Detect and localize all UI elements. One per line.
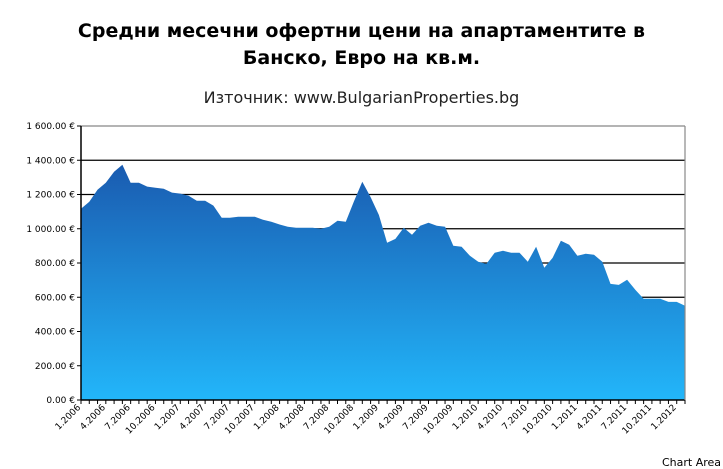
x-tick-label: 1.2006 bbox=[54, 403, 84, 433]
price-area-series bbox=[81, 164, 685, 400]
y-tick-label: 400.00 € bbox=[35, 328, 75, 338]
y-tick-label: 0.00 € bbox=[46, 396, 75, 406]
x-tick-label: 4.2006 bbox=[79, 403, 109, 433]
y-tick-label: 600.00 € bbox=[35, 293, 75, 303]
x-axis-ticks: 1.20064.20067.200610.20061.20074.20077.2… bbox=[54, 400, 686, 436]
x-tick-label: 4.2010 bbox=[476, 403, 506, 433]
x-tick-label: 1.2007 bbox=[153, 403, 182, 432]
y-axis-ticks: 0.00 € 200.00 € 400.00 € 600.00 € 800.00 € 1 … bbox=[26, 122, 81, 406]
x-tick-label: 1.2008 bbox=[252, 403, 282, 433]
chart-title-line-1: Средни месечни офертни цени на апартамен… bbox=[77, 20, 646, 42]
y-tick-label: 1 200.00 € bbox=[26, 191, 75, 201]
x-tick-label: 4.2009 bbox=[376, 403, 406, 433]
x-tick-label: 1.2011 bbox=[550, 403, 579, 432]
chart-area-tooltip: Chart Area bbox=[662, 456, 722, 469]
y-tick-label: 1 400.00 € bbox=[26, 156, 75, 166]
y-tick-label: 1 000.00 € bbox=[26, 225, 75, 235]
x-tick-label: 4.2008 bbox=[277, 403, 307, 433]
chart-title-line-2: Банско, Евро на кв.м. bbox=[242, 47, 481, 69]
x-tick-label: 4.2007 bbox=[178, 403, 207, 432]
chart-title: Средни месечни офертни цени на апартамен… bbox=[0, 18, 723, 72]
x-tick-label: 1.2012 bbox=[650, 403, 679, 432]
x-tick-label: 4.2011 bbox=[575, 403, 604, 432]
y-tick-label: 1 600.00 € bbox=[26, 122, 75, 132]
x-tick-label: 1.2010 bbox=[451, 403, 481, 433]
chart-subtitle: Източник: www.BulgarianProperties.bg bbox=[203, 88, 520, 107]
x-tick-label: 1.2009 bbox=[352, 403, 382, 433]
y-tick-label: 800.00 € bbox=[35, 259, 75, 269]
y-tick-label: 200.00 € bbox=[35, 362, 75, 372]
